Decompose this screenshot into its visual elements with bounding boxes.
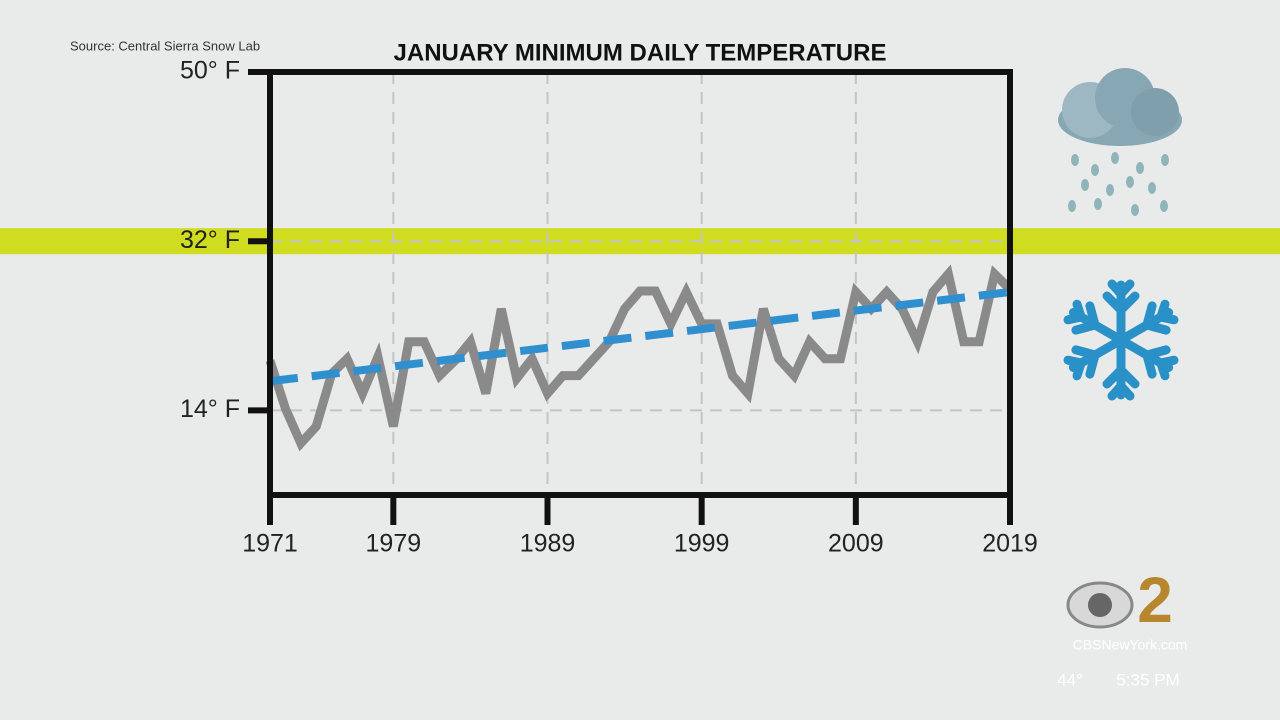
y-tick-label: 50° F <box>180 57 240 85</box>
time: 5:35 PM <box>1116 670 1179 689</box>
plot-frame <box>267 69 1013 498</box>
site: CBSNewYork.com <box>1073 637 1188 653</box>
x-tick-label: 2019 <box>982 530 1038 558</box>
x-tick-label: 1979 <box>366 530 422 558</box>
channel-number: 2 <box>1137 564 1173 636</box>
y-tick-label: 14° F <box>180 395 240 423</box>
x-tick-label: 1971 <box>242 530 298 558</box>
y-tick-label: 32° F <box>180 226 240 254</box>
data-line <box>265 264 1014 452</box>
temperature: 44° <box>1057 670 1083 689</box>
snow-icon <box>1066 279 1177 396</box>
plot-layer: 14° F 32° F 50° F 1971 1979 1989 1999 2009 2019 <box>0 57 1280 558</box>
x-tick-label: 1999 <box>674 530 730 558</box>
source: Source: Central Sierra Snow Lab <box>70 38 260 53</box>
chart-title: JANUARY MINIMUM DAILY TEMPERATURE <box>394 39 887 66</box>
rain-icon <box>1058 68 1182 216</box>
x-tick-label: 2009 <box>828 530 884 558</box>
trend-line <box>269 287 1011 386</box>
station-logo: 2 CBSNewYork.com 44° 5:35 PM <box>1057 564 1187 690</box>
x-tick-label: 1989 <box>520 530 576 558</box>
